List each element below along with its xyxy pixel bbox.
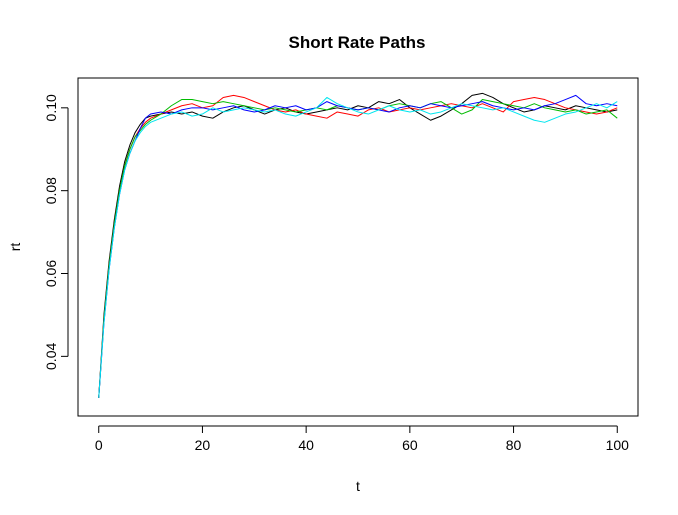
y-tick-label: 0.04 — [43, 343, 59, 370]
x-axis-label: t — [356, 478, 360, 494]
x-tick-label: 100 — [606, 437, 630, 453]
y-tick-label: 0.06 — [43, 260, 59, 287]
series-line-5 — [98, 96, 618, 398]
y-axis-label: rt — [7, 243, 23, 252]
x-tick-label: 20 — [195, 437, 211, 453]
plot-area-box — [77, 77, 639, 417]
y-tick-label: 0.10 — [43, 94, 59, 121]
series-line-2 — [98, 94, 618, 398]
chart-title: Short Rate Paths — [289, 33, 426, 52]
x-tick-label: 0 — [95, 437, 103, 453]
x-axis: 0 20 40 60 80 100 — [95, 425, 630, 453]
x-tick-label: 60 — [402, 437, 418, 453]
x-tick-label: 40 — [298, 437, 314, 453]
series-line-3 — [98, 99, 618, 398]
series-line-1 — [98, 92, 618, 398]
x-tick-label: 80 — [506, 437, 522, 453]
series-lines — [98, 92, 618, 398]
y-axis: 0.04 0.06 0.08 0.10 — [43, 94, 69, 370]
series-line-4 — [98, 94, 618, 398]
y-tick-label: 0.08 — [43, 177, 59, 204]
